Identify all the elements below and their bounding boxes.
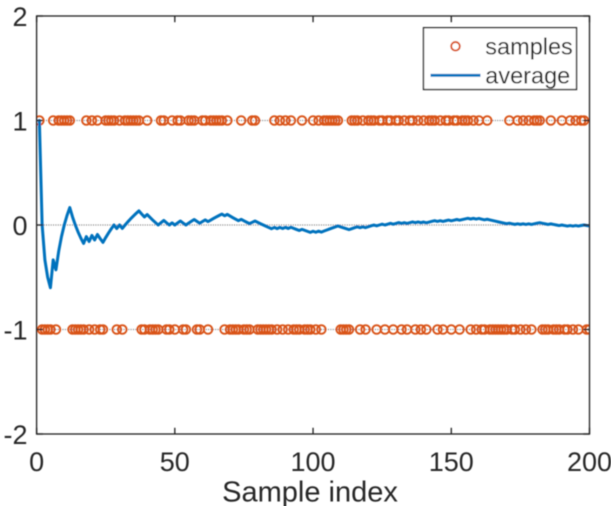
svg-text:0: 0: [29, 447, 44, 477]
svg-text:samples: samples: [485, 33, 573, 59]
svg-text:-2: -2: [3, 420, 27, 450]
svg-text:2: 2: [12, 2, 27, 32]
svg-text:200: 200: [567, 447, 611, 477]
svg-text:Sample index: Sample index: [222, 477, 398, 506]
svg-text:150: 150: [429, 447, 474, 477]
svg-text:-1: -1: [3, 316, 27, 346]
svg-text:50: 50: [160, 447, 190, 477]
svg-text:100: 100: [291, 447, 336, 477]
svg-text:0: 0: [12, 211, 27, 241]
svg-text:1: 1: [12, 107, 27, 137]
svg-text:average: average: [485, 62, 570, 88]
